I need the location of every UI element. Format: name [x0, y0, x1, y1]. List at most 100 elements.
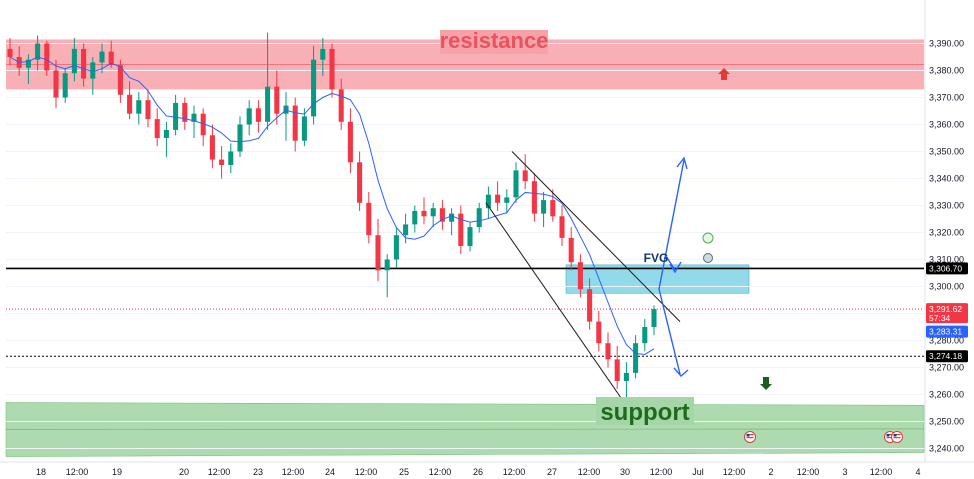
candle [237, 116, 243, 157]
candle [430, 202, 436, 228]
arrow-down-icon [760, 377, 772, 390]
candle [163, 121, 169, 157]
candle [375, 219, 381, 282]
candle [347, 108, 353, 174]
x-tick-label: 20 [179, 467, 189, 477]
x-tick-label: 3 [842, 467, 847, 477]
candle [605, 332, 611, 368]
candle [53, 59, 59, 109]
candle-body [403, 224, 409, 236]
x-tick-label: 12:00 [503, 467, 526, 477]
candle-body [504, 197, 510, 203]
moving-average-layer [9, 56, 655, 355]
candle-body [228, 151, 234, 165]
candle [25, 54, 31, 84]
candle-body [458, 213, 464, 246]
candle [274, 70, 280, 125]
x-tick-label: 12:00 [282, 467, 305, 477]
x-tick-label: 12:00 [650, 467, 673, 477]
candle-body [99, 51, 105, 63]
candle-body [430, 208, 436, 217]
candle-body [495, 194, 501, 203]
candle-body [577, 262, 583, 290]
candle [7, 38, 13, 66]
candle [136, 92, 142, 125]
candle [550, 189, 556, 222]
grid-layer [6, 43, 924, 449]
drawings-layer [485, 68, 903, 443]
candle-body [642, 327, 648, 344]
channel-lower-line [485, 202, 629, 409]
candle-body [90, 62, 96, 79]
candle-body [651, 309, 657, 327]
y-tick-label: 3,320.00 [929, 228, 964, 238]
x-tick-label: 27 [547, 467, 557, 477]
candle-body [173, 102, 179, 130]
candle-body [191, 113, 197, 122]
candle-body [182, 102, 188, 122]
candle [338, 78, 344, 130]
x-tick-label: 26 [473, 467, 483, 477]
price-tag-bg [926, 262, 968, 275]
candle [476, 202, 482, 233]
x-tick-label: 12:00 [208, 467, 231, 477]
candle-body [62, 73, 68, 98]
flag-canton [746, 434, 750, 437]
candle-body [614, 359, 620, 381]
candle-body [541, 200, 547, 214]
us-event-flag-icon[interactable] [891, 431, 903, 443]
price-tag-bg [926, 325, 968, 338]
candle [200, 108, 206, 147]
fvg-label: FVG [644, 251, 669, 265]
flag-stripe [746, 437, 754, 439]
price-tag-value: 3,274.18 [929, 351, 962, 361]
support-midline [5, 428, 925, 430]
candle [246, 100, 252, 136]
y-tick-label: 3,380.00 [929, 66, 964, 76]
candle [255, 100, 261, 133]
candle-body [568, 237, 574, 263]
candle-body [219, 159, 225, 165]
candle [485, 186, 491, 219]
candle [421, 197, 427, 225]
candle-body [347, 121, 353, 163]
candle-body [366, 202, 372, 236]
flag-stripe [746, 434, 754, 436]
y-tick-label: 3,250.00 [929, 417, 964, 427]
x-tick-label: 12:00 [429, 467, 452, 477]
x-axis: 18 12:00 19 20 12:00 23 12:00 24 12:00 25 12:00 26 1… [0, 461, 974, 477]
candle-body [71, 48, 77, 74]
candle [623, 362, 629, 398]
y-tick-label: 3,370.00 [929, 93, 964, 103]
candle-body [449, 213, 455, 222]
y-tick-label: 3,390.00 [929, 39, 964, 49]
candle-body [292, 105, 298, 141]
y-tick-label: 3,270.00 [929, 363, 964, 373]
y-tick-label: 3,240.00 [929, 444, 964, 454]
candle [154, 108, 160, 147]
candle-body [7, 48, 13, 57]
candle [587, 278, 593, 330]
candle-body [393, 235, 399, 260]
candle-body [633, 343, 639, 373]
candle-body [255, 108, 261, 122]
candle [651, 305, 657, 336]
y-tick-label: 3,260.00 [929, 390, 964, 400]
candle [35, 35, 41, 71]
x-tick-label: 12:00 [355, 467, 378, 477]
price-tag-value: 3,306.70 [929, 263, 962, 273]
candle [311, 46, 317, 125]
arrow-shaft [658, 288, 681, 375]
candle [44, 40, 50, 76]
price-tag-countdown: 57:34 [929, 313, 951, 323]
channel-upper-line [511, 151, 681, 322]
x-tick-label: 18 [36, 467, 46, 477]
candle [633, 335, 639, 379]
x-tick-label: 30 [620, 467, 630, 477]
x-tick-label: 2 [768, 467, 773, 477]
candle-body [531, 181, 537, 214]
support-label-bg [596, 397, 694, 425]
us-event-flag-icon[interactable] [744, 431, 756, 443]
candle-body [421, 210, 427, 217]
